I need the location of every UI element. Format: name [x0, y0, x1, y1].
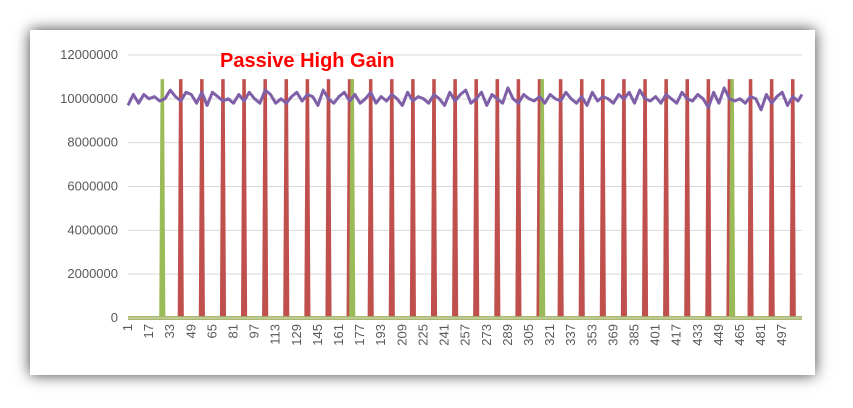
- x-tick-label: 193: [373, 324, 388, 346]
- chart-title: Passive High Gain: [220, 50, 395, 72]
- x-tick-label: 385: [626, 324, 641, 346]
- y-tick-label: 4000000: [67, 222, 118, 237]
- x-tick-label: 369: [605, 324, 620, 346]
- x-tick-label: 321: [542, 324, 557, 346]
- x-tick-label: 465: [732, 324, 747, 346]
- x-tick-label: 257: [458, 324, 473, 346]
- x-tick-label: 337: [563, 324, 578, 346]
- x-tick-label: 433: [690, 324, 705, 346]
- x-tick-label: 417: [669, 324, 684, 346]
- x-tick-label: 497: [774, 324, 789, 346]
- spike-series-1: [128, 79, 802, 320]
- x-tick-label: 401: [648, 324, 663, 346]
- x-tick-label: 225: [415, 324, 430, 346]
- x-tick-label: 241: [437, 324, 452, 346]
- x-tick-label: 129: [289, 324, 304, 346]
- x-tick-label: 161: [331, 324, 346, 346]
- y-tick-label: 8000000: [67, 135, 118, 150]
- y-axis-tick-labels: 0 2000000 4000000 6000000 8000000 10000000 120…: [60, 47, 118, 325]
- x-tick-label: 33: [162, 324, 177, 338]
- x-tick-label: 49: [183, 324, 198, 338]
- spike-series-2: [128, 79, 802, 320]
- x-tick-label: 481: [753, 324, 768, 346]
- x-tick-label: 81: [226, 324, 241, 338]
- x-tick-label: 305: [521, 324, 536, 346]
- y-tick-label: 6000000: [67, 179, 118, 194]
- gridlines: [128, 54, 802, 275]
- x-tick-label: 145: [310, 324, 325, 346]
- x-tick-label: 97: [247, 324, 262, 338]
- x-tick-label: 289: [500, 324, 515, 346]
- x-tick-label: 113: [268, 324, 283, 345]
- y-tick-label: 10000000: [60, 91, 118, 106]
- x-tick-label: 449: [711, 324, 726, 346]
- chart-frame: 0 2000000 4000000 6000000 8000000 10000000 120…: [30, 30, 815, 375]
- y-tick-label: 2000000: [67, 266, 118, 281]
- x-tick-label: 65: [204, 324, 219, 338]
- x-tick-label: 17: [141, 324, 156, 338]
- x-axis-tick-labels: 1 17 33 49 65 81 97 113 129 145 161 177 193 209 225 241…: [120, 324, 789, 346]
- x-tick-label: 1: [120, 324, 135, 331]
- line-series-0: [126, 86, 804, 112]
- chart-svg: 0200000040000006000000800000010000000120…: [60, 47, 804, 346]
- y-tick-label: 0: [111, 310, 118, 325]
- x-tick-label: 209: [394, 324, 409, 346]
- y-tick-label: 12000000: [60, 47, 118, 62]
- x-tick-label: 177: [352, 324, 367, 346]
- x-tick-label: 353: [584, 324, 599, 346]
- series-layer: [126, 79, 804, 320]
- x-tick-label: 273: [479, 324, 494, 346]
